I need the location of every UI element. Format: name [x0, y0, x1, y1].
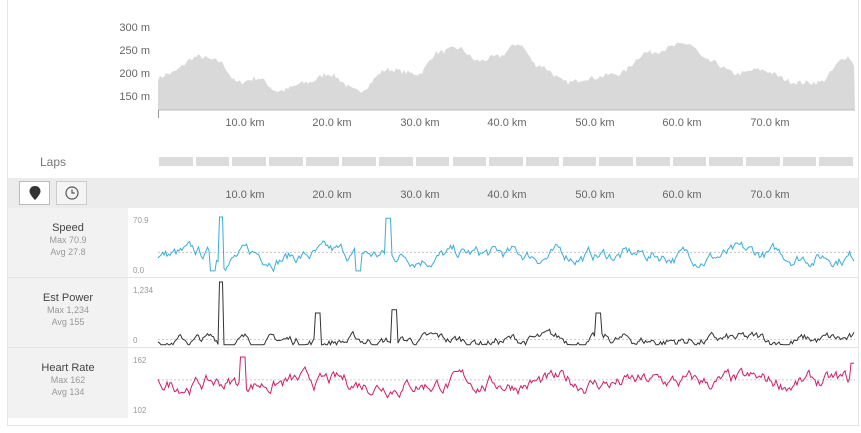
power-stream-chart[interactable]	[157, 280, 855, 346]
power-avg: Avg 155	[51, 317, 85, 327]
power-top-tick: 1,234	[133, 286, 154, 295]
speed-bottom-tick: 0.0	[133, 266, 145, 275]
metric-labels-column	[8, 208, 128, 418]
lap-bar[interactable]	[599, 157, 633, 166]
speed-avg: Avg 27.8	[50, 247, 86, 257]
row-divider	[8, 347, 858, 348]
stream-x-tick: 60.0 km	[662, 189, 702, 201]
stream-x-tick: 10.0 km	[225, 189, 265, 201]
lap-bar[interactable]	[415, 157, 450, 166]
lap-bar[interactable]	[159, 157, 193, 166]
speed-stream-chart[interactable]	[157, 212, 855, 274]
lap-bar[interactable]	[305, 157, 340, 166]
lap-bar[interactable]	[745, 157, 780, 166]
heart-rate-top-tick: 162	[133, 356, 147, 365]
power-name: Est Power	[42, 292, 94, 304]
stream-toolbar	[8, 178, 858, 208]
stream-x-tick: 50.0 km	[575, 189, 615, 201]
speed-max: Max 70.9	[49, 235, 87, 245]
elevation-x-tick: 40.0 km	[487, 117, 527, 129]
stream-line	[157, 281, 855, 346]
elevation-y-tick: 250 m	[119, 45, 150, 57]
lap-bar[interactable]	[709, 157, 743, 166]
speed-top-tick: 70.9	[133, 216, 149, 225]
elevation-axis-origin	[158, 110, 159, 118]
elevation-x-tick: 20.0 km	[312, 117, 352, 129]
elevation-x-tick: 70.0 km	[750, 117, 790, 129]
speed-name: Speed	[52, 222, 84, 234]
lap-bar[interactable]	[379, 157, 413, 166]
elevation-y-tick: 300 m	[119, 22, 150, 34]
lap-bar[interactable]	[452, 157, 487, 166]
stream-line	[157, 356, 854, 399]
lap-bar[interactable]	[782, 157, 817, 166]
lap-bar[interactable]	[672, 157, 707, 166]
lap-bar[interactable]	[342, 157, 377, 166]
elevation-x-tick: 30.0 km	[400, 117, 440, 129]
heart-rate-metric[interactable]: Heart Rate Max 162 Avg 134	[8, 362, 128, 398]
lap-bar[interactable]	[635, 157, 670, 166]
heart-rate-avg: Avg 134	[51, 387, 85, 397]
map-pin-icon	[29, 186, 40, 200]
clock-icon	[64, 186, 79, 200]
stream-x-tick: 20.0 km	[312, 189, 352, 201]
heart-rate-bottom-tick: 102	[133, 406, 147, 415]
heart-rate-max: Max 162	[50, 375, 86, 385]
stream-x-tick: 30.0 km	[400, 189, 440, 201]
power-metric[interactable]: Est Power Max 1,234 Avg 155	[8, 292, 128, 328]
elevation-x-tick: 10.0 km	[225, 117, 265, 129]
elevation-x-tick: 60.0 km	[662, 117, 702, 129]
distance-mode-button[interactable]	[19, 181, 50, 205]
stream-line	[157, 216, 855, 273]
lap-bar[interactable]	[232, 157, 267, 166]
row-divider	[8, 277, 858, 278]
speed-metric[interactable]: Speed Max 70.9 Avg 27.8	[8, 222, 128, 258]
stream-x-tick: 70.0 km	[750, 189, 790, 201]
lap-bar[interactable]	[195, 157, 230, 166]
lap-bar[interactable]	[525, 157, 560, 166]
power-max: Max 1,234	[46, 305, 90, 315]
elevation-y-tick: 150 m	[119, 91, 150, 103]
heart-rate-stream-chart[interactable]	[157, 352, 855, 414]
elevation-area	[158, 42, 855, 111]
elevation-x-tick: 50.0 km	[575, 117, 615, 129]
lap-bar[interactable]	[562, 157, 597, 166]
heart-rate-name: Heart Rate	[41, 362, 95, 374]
lap-bar[interactable]	[819, 157, 853, 166]
lap-bar[interactable]	[489, 157, 523, 166]
power-bottom-tick: 0	[133, 336, 138, 345]
elevation-profile-area	[158, 42, 855, 111]
elevation-y-tick: 200 m	[119, 68, 150, 80]
activity-analysis-panel	[7, 0, 859, 426]
lap-bar[interactable]	[269, 157, 303, 166]
stream-x-tick: 40.0 km	[487, 189, 527, 201]
time-mode-button[interactable]	[56, 181, 87, 205]
laps-label: Laps	[40, 155, 67, 169]
